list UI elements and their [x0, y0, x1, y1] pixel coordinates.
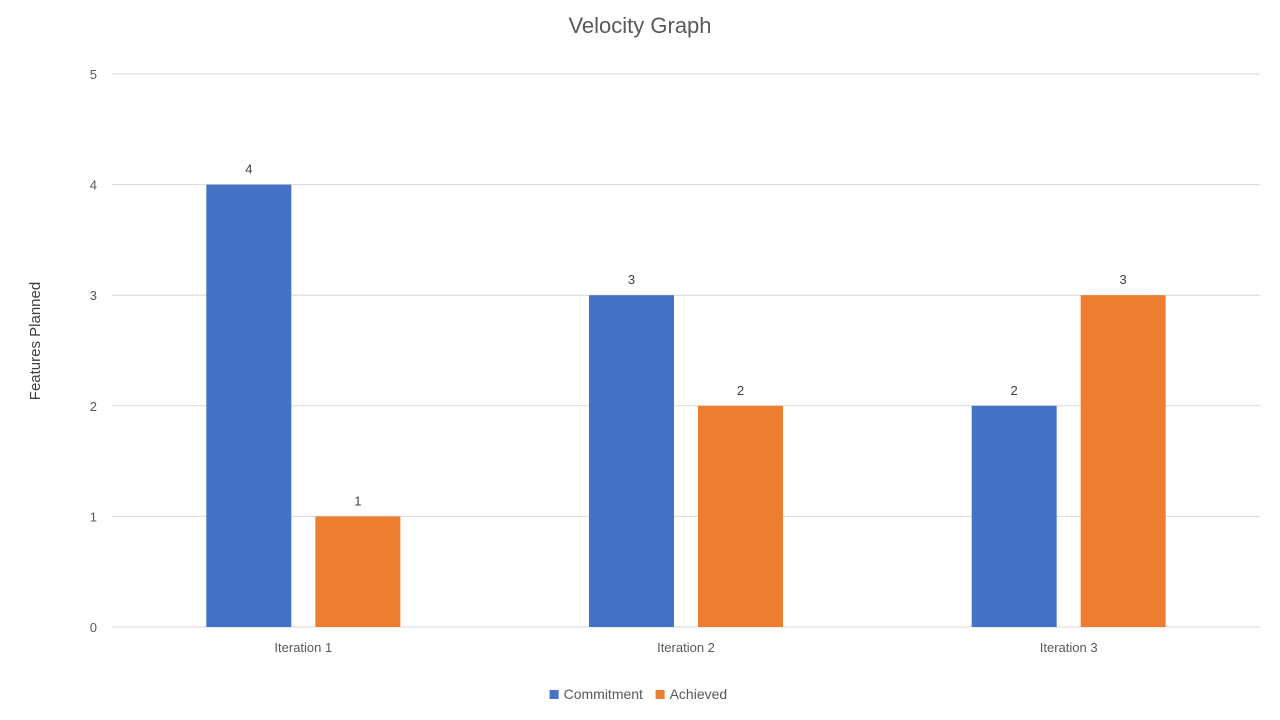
chart-title: Velocity Graph	[568, 13, 711, 38]
bar-commitment-1	[206, 184, 292, 627]
legend-swatch-achieved	[655, 690, 665, 699]
y-tick-label: 3	[90, 288, 97, 303]
bar-achieved-1	[315, 516, 401, 627]
data-label: 1	[354, 493, 361, 508]
y-axis-ticks: 0 1 2 3 4 5	[90, 67, 97, 635]
bar-achieved-2	[698, 405, 783, 627]
data-label: 2	[1011, 383, 1018, 398]
x-tick-label: Iteration 3	[1040, 640, 1098, 655]
y-tick-label: 2	[90, 399, 97, 414]
legend-label: Achieved	[670, 686, 728, 702]
x-axis-ticks: Iteration 1 Iteration 2 Iteration 3	[274, 640, 1097, 655]
bar-achieved-3	[1080, 295, 1166, 627]
y-tick-label: 5	[90, 67, 97, 82]
bar-commitment-2	[589, 295, 674, 627]
data-label: 4	[245, 162, 252, 177]
bars	[206, 184, 1166, 627]
y-tick-label: 0	[90, 620, 97, 635]
gridlines	[112, 73, 1260, 628]
legend: Commitment Achieved	[549, 686, 728, 702]
data-label: 2	[737, 383, 744, 398]
data-labels: 4 1 3 2 2 3	[245, 162, 1127, 509]
y-axis-title: Features Planned	[27, 282, 44, 400]
data-label: 3	[1120, 272, 1127, 287]
x-tick-label: Iteration 1	[274, 640, 332, 655]
data-label: 3	[628, 272, 635, 287]
legend-label: Commitment	[564, 686, 643, 702]
y-tick-label: 4	[90, 178, 97, 193]
legend-swatch-commitment	[549, 690, 559, 699]
x-tick-label: Iteration 2	[657, 640, 715, 655]
bar-commitment-3	[971, 405, 1057, 627]
y-tick-label: 1	[90, 509, 97, 524]
